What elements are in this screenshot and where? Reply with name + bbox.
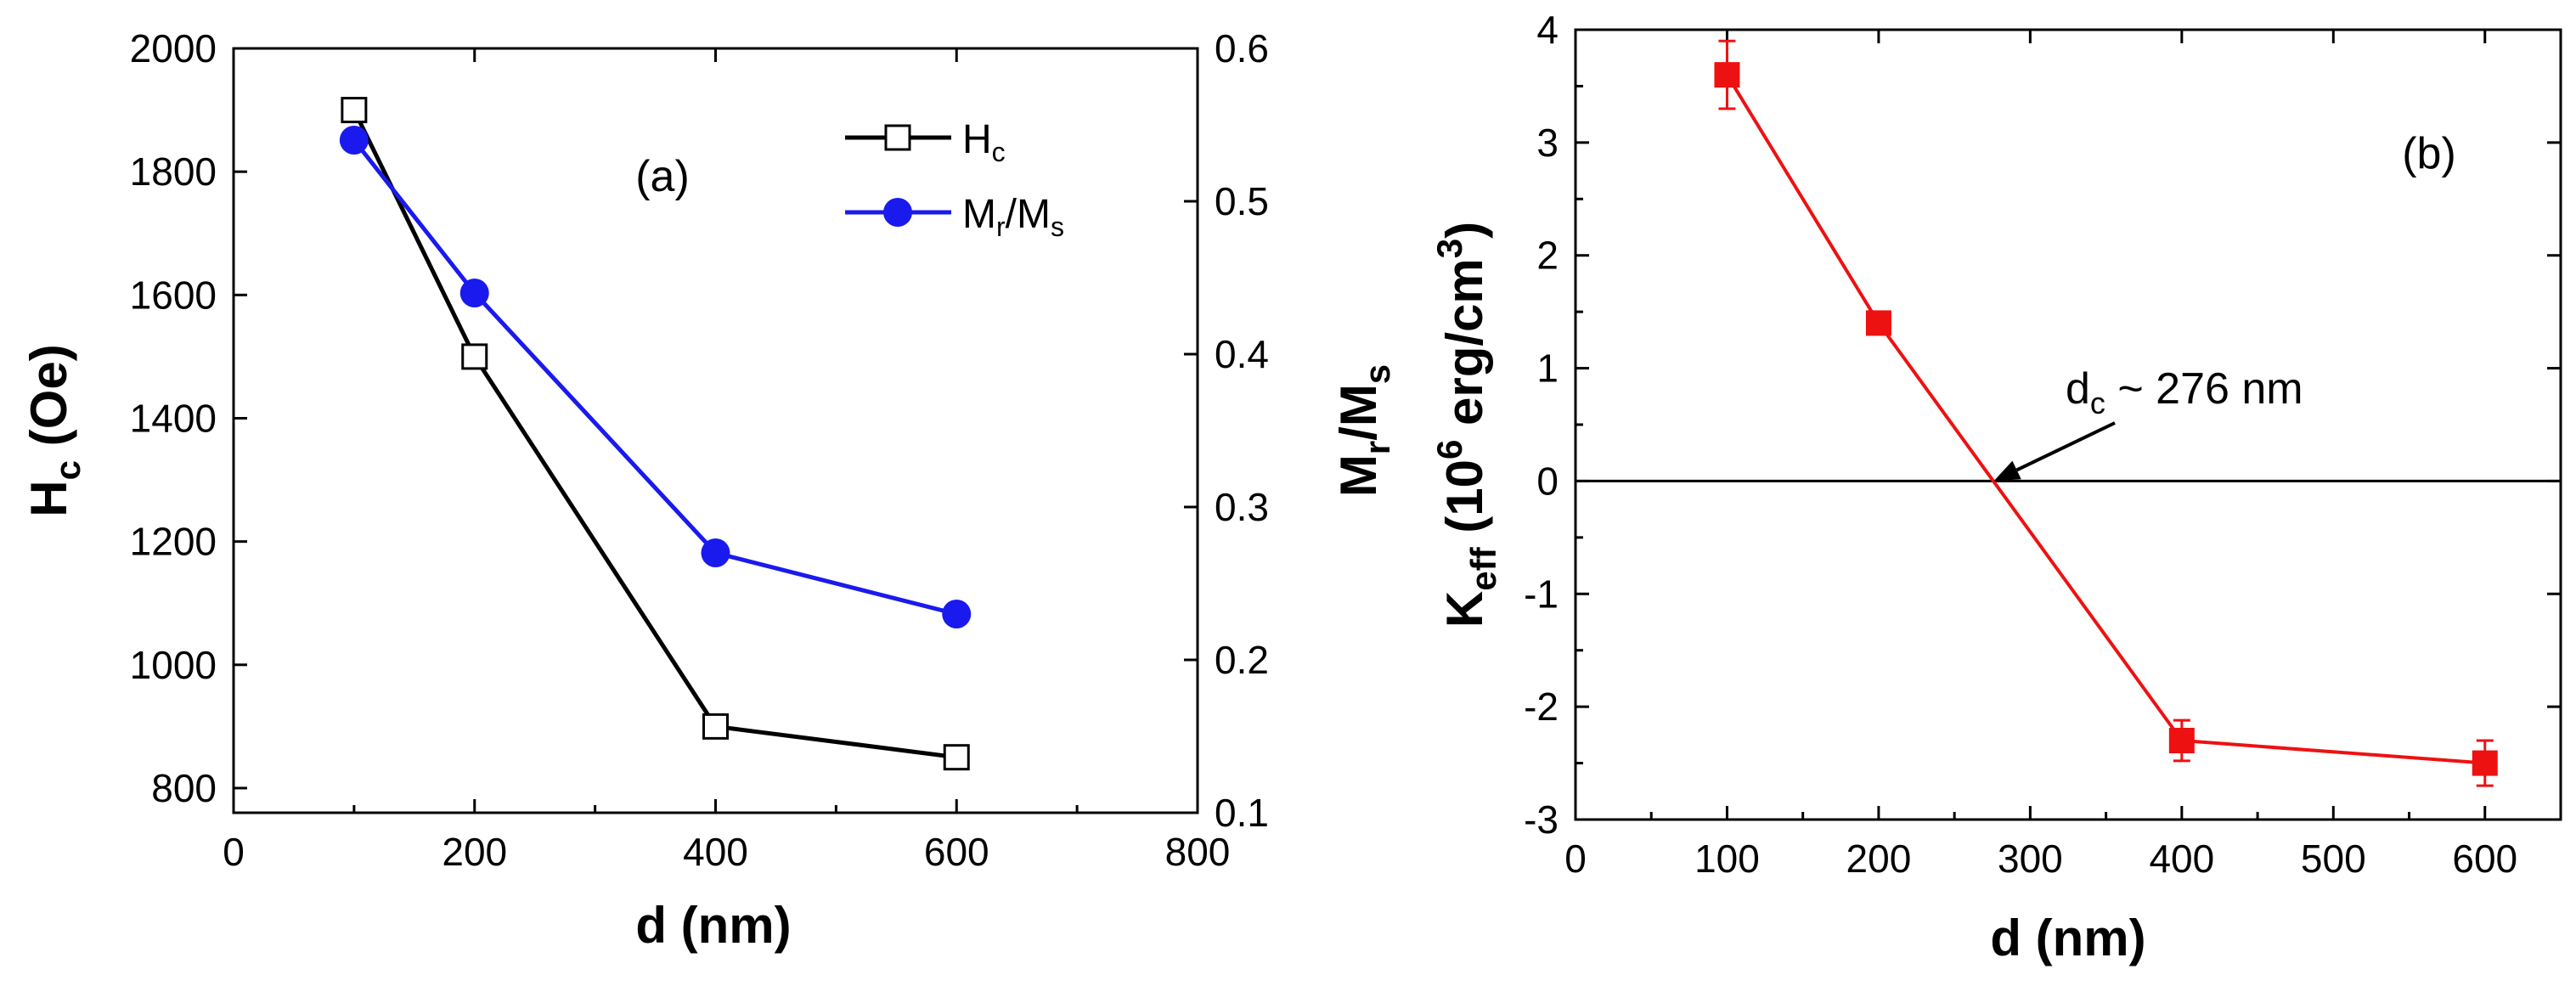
dc-annotation: dc ~ 276 nm xyxy=(1993,364,2303,482)
x-tick-label: 800 xyxy=(1165,830,1231,874)
y-tick-label: 2 xyxy=(1536,234,1559,278)
dc-annotation-arrow xyxy=(2015,421,2116,472)
y-tick-label: 4 xyxy=(1536,8,1559,52)
panel-a-x-title: d (nm) xyxy=(635,897,791,954)
mr-series-line xyxy=(352,138,957,617)
panel-b-y-title: Keff (106 erg/cm3) xyxy=(1429,222,1503,628)
legend-mr-label: Mr/Ms xyxy=(962,192,1064,242)
panel-b-label: (b) xyxy=(2402,129,2456,178)
panel-b-chart: 0 100 200 300 400 500 600 -3 -2 -1 0 1 2 3 4 (b) dc ~… xyxy=(1429,8,2562,966)
panel-a-y-title: Hc (Oe) xyxy=(20,344,87,516)
legend-mr-marker xyxy=(883,198,912,227)
panel-a-series xyxy=(339,97,972,771)
y-tick-label: -1 xyxy=(1524,572,1559,616)
y-tick-label: 2000 xyxy=(130,26,217,70)
keff-data-point xyxy=(1714,62,1740,88)
keff-data-point xyxy=(2168,728,2195,753)
panel-a-y2-ticks: 0.1 0.2 0.3 0.4 0.5 0.6 xyxy=(1184,26,1269,835)
keff-data-point xyxy=(1865,310,1891,336)
mr-data-point xyxy=(942,600,972,628)
keff-series-line xyxy=(1725,74,2485,765)
y2-tick-label: 0.5 xyxy=(1215,179,1269,223)
y-tick-label: 1000 xyxy=(130,643,217,687)
panel-a-chart: 0 200 400 600 800 800 1000 1200 1400 1600 1800 200… xyxy=(20,26,1397,954)
mr-data-point xyxy=(459,279,489,307)
y-tick-label: 800 xyxy=(151,766,217,810)
y-tick-label: 3 xyxy=(1536,121,1559,165)
y2-tick-label: 0.4 xyxy=(1215,332,1269,376)
legend-hc-label: Hc xyxy=(962,117,1006,167)
y-tick-label: 1600 xyxy=(130,273,217,317)
panel-a-label: (a) xyxy=(635,152,690,201)
hc-data-point xyxy=(702,713,729,740)
x-tick-label: 400 xyxy=(2149,837,2214,881)
legend-hc-marker xyxy=(884,124,911,151)
dc-annotation-text: dc ~ 276 nm xyxy=(2066,364,2303,420)
hc-data-point xyxy=(341,97,368,124)
x-tick-label: 200 xyxy=(1846,837,1912,881)
x-tick-label: 0 xyxy=(223,830,245,874)
y-tick-label: 1400 xyxy=(130,396,217,440)
keff-data-point xyxy=(2472,750,2498,776)
y2-tick-label: 0.2 xyxy=(1215,638,1269,682)
panel-a-legend: Hc Mr/Ms xyxy=(845,117,1064,242)
panel-b-x-ticks: 0 100 200 300 400 500 600 xyxy=(1564,30,2517,881)
y-tick-label: -2 xyxy=(1524,685,1559,729)
y-tick-label: 1 xyxy=(1536,347,1559,391)
mr-data-point xyxy=(701,538,730,567)
x-tick-label: 600 xyxy=(2452,837,2517,881)
dc-annotation-arrowhead xyxy=(1993,460,2021,482)
y2-tick-label: 0.1 xyxy=(1215,791,1269,835)
y2-tick-label: 0.3 xyxy=(1215,485,1269,529)
y2-tick-label: 0.6 xyxy=(1215,26,1269,70)
x-tick-label: 600 xyxy=(924,830,989,874)
y-tick-label: -3 xyxy=(1524,797,1559,842)
hc-data-point xyxy=(461,343,488,370)
panel-b-y-ticks: -3 -2 -1 0 1 2 3 4 xyxy=(1524,8,2561,842)
panel-a-x-ticks: 0 200 400 600 800 xyxy=(223,48,1230,874)
panel-b-series xyxy=(1714,39,2498,787)
x-tick-label: 400 xyxy=(683,830,748,874)
y-tick-label: 0 xyxy=(1536,459,1559,503)
mr-data-point xyxy=(339,126,369,155)
x-tick-label: 0 xyxy=(1564,837,1587,881)
x-tick-label: 200 xyxy=(442,830,507,874)
hc-series-line xyxy=(352,109,957,760)
y-tick-label: 1200 xyxy=(130,520,217,564)
panel-a-y2-title: Mr/Ms xyxy=(1330,364,1397,497)
x-tick-label: 500 xyxy=(2301,837,2366,881)
y-tick-label: 1800 xyxy=(130,149,217,194)
panel-b-x-title: d (nm) xyxy=(1990,910,2145,966)
panel-a-y-ticks: 800 1000 1200 1400 1600 1800 2000 xyxy=(130,26,247,810)
x-tick-label: 100 xyxy=(1694,837,1760,881)
hc-data-point xyxy=(943,744,970,771)
x-tick-label: 300 xyxy=(1998,837,2063,881)
